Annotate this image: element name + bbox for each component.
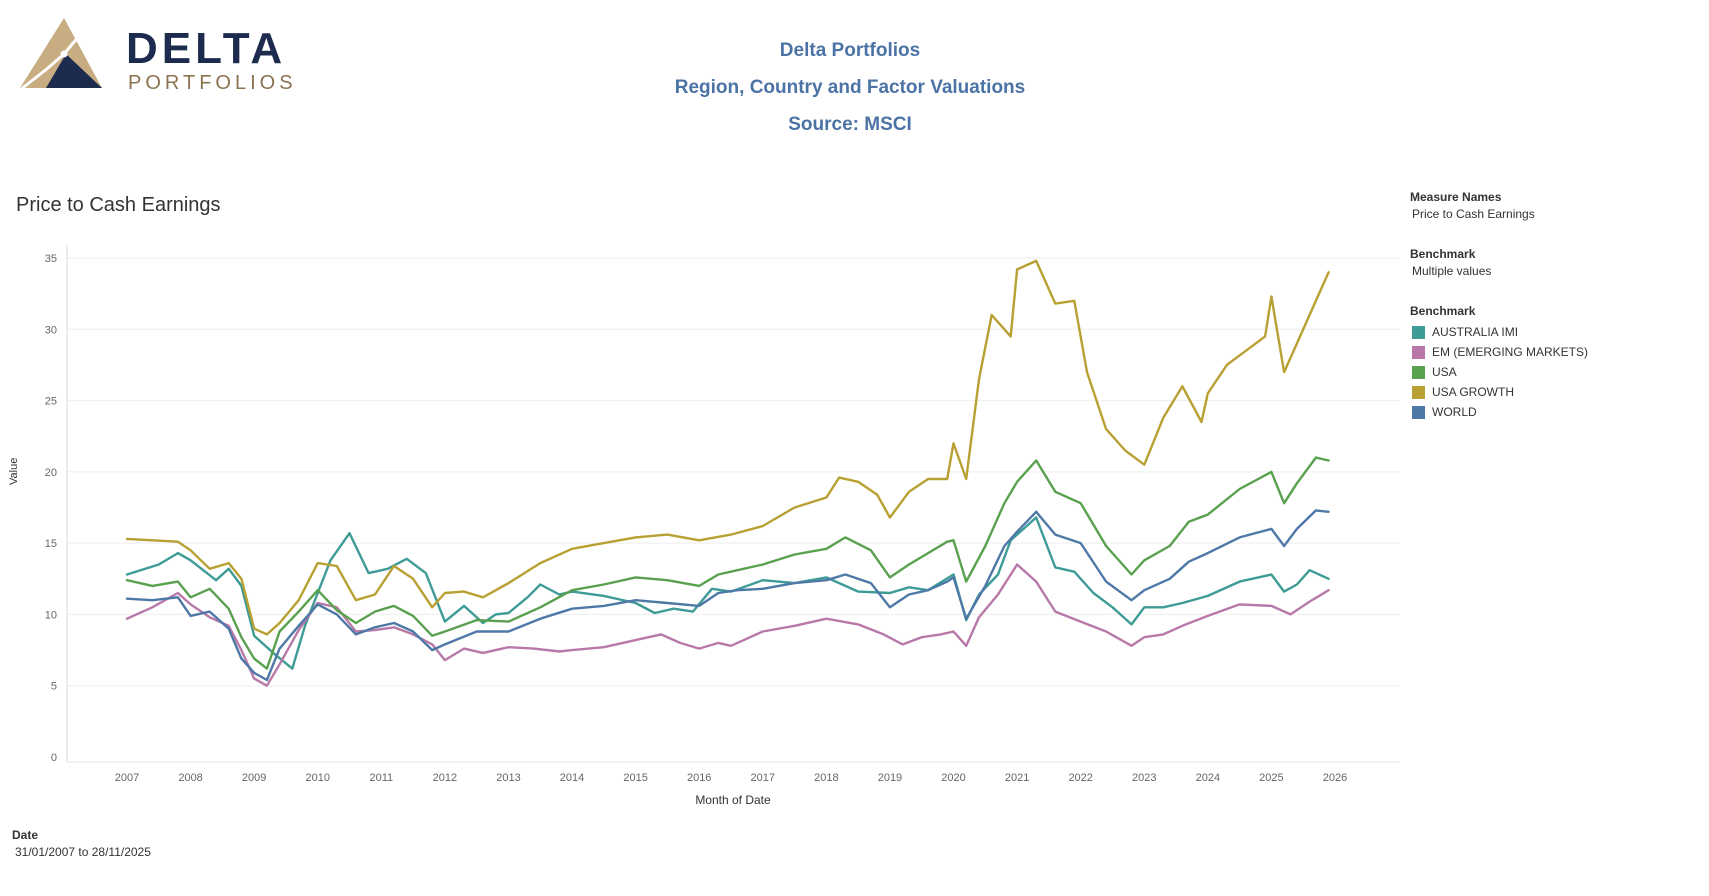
legend-item[interactable]: EM (EMERGING MARKETS)	[1412, 342, 1588, 362]
x-tick-label: 2007	[115, 772, 139, 784]
x-tick-label: 2021	[1005, 772, 1029, 784]
y-tick-label: 10	[45, 609, 57, 621]
measure-names-label: Measure Names	[1410, 190, 1502, 204]
series-line-usa-growth[interactable]	[125, 259, 1330, 636]
date-filter-label: Date	[12, 828, 39, 842]
date-filter-card[interactable]: Date 31/01/2007 to 28/11/2025	[12, 828, 151, 859]
legend-item-label: WORLD	[1432, 405, 1477, 419]
x-tick-label: 2022	[1068, 772, 1092, 784]
legend-item[interactable]: USA GROWTH	[1412, 382, 1588, 402]
delta-logo: DELTA PORTFOLIOS	[18, 14, 308, 98]
measure-names-value: Price to Cash Earnings	[1412, 207, 1535, 221]
series-line-usa[interactable]	[125, 456, 1330, 670]
legend-item[interactable]: USA	[1412, 362, 1588, 382]
benchmark-filter-label: Benchmark	[1410, 247, 1476, 261]
logo-subtitle: PORTFOLIOS	[128, 72, 297, 94]
legend-panel: Measure Names Price to Cash Earnings Ben…	[1410, 190, 1588, 422]
y-tick-label: 30	[45, 324, 57, 336]
x-tick-label: 2008	[178, 772, 202, 784]
logo-wordmark: DELTA	[126, 24, 287, 73]
x-tick-label: 2012	[433, 772, 457, 784]
y-tick-label: 35	[45, 253, 57, 265]
legend-item[interactable]: AUSTRALIA IMI	[1412, 322, 1588, 342]
legend-swatch	[1412, 325, 1425, 339]
y-tick-label: 15	[45, 538, 57, 550]
series-line-world[interactable]	[125, 509, 1330, 682]
x-tick-label: 2019	[878, 772, 902, 784]
x-tick-label: 2014	[560, 772, 584, 784]
legend-swatch	[1412, 405, 1425, 419]
header-line-2: Region, Country and Factor Valuations	[674, 77, 1026, 98]
x-axis-title: Month of Date	[695, 793, 771, 807]
x-tick-label: 2017	[751, 772, 775, 784]
y-tick-label: 0	[51, 752, 57, 764]
y-tick-label: 25	[45, 396, 57, 408]
x-tick-label: 2018	[814, 772, 838, 784]
legend-swatch	[1412, 345, 1425, 359]
x-tick-label: 2024	[1196, 772, 1220, 784]
x-tick-label: 2013	[496, 772, 520, 784]
delta-triangle-icon	[19, 18, 102, 92]
legend-item[interactable]: WORLD	[1412, 402, 1588, 422]
header-line-3: Source: MSCI	[788, 114, 912, 135]
legend-item-label: USA	[1432, 365, 1457, 379]
x-tick-label: 2020	[941, 772, 965, 784]
x-tick-label: 2015	[623, 772, 647, 784]
legend-item-label: AUSTRALIA IMI	[1432, 325, 1519, 339]
x-tick-label: 2016	[687, 772, 711, 784]
x-tick-label: 2025	[1259, 772, 1283, 784]
chart-title: Price to Cash Earnings	[16, 194, 221, 216]
benchmark-filter-value[interactable]: Multiple values	[1412, 264, 1492, 278]
header-line-1: Delta Portfolios	[779, 40, 921, 61]
legend-swatch	[1412, 365, 1425, 379]
x-tick-label: 2023	[1132, 772, 1156, 784]
x-tick-label: 2010	[305, 772, 329, 784]
y-tick-label: 20	[45, 467, 57, 479]
y-tick-label: 5	[51, 681, 57, 693]
benchmark-color-legend: Benchmark AUSTRALIA IMI EM (EMERGING MARK…	[1410, 304, 1588, 422]
benchmark-color-label: Benchmark	[1410, 304, 1476, 318]
measure-names-card: Measure Names Price to Cash Earnings	[1410, 190, 1588, 221]
date-filter-value[interactable]: 31/01/2007 to 28/11/2025	[15, 845, 151, 859]
legend-item-label: USA GROWTH	[1432, 385, 1515, 399]
x-tick-label: 2026	[1323, 772, 1347, 784]
legend-item-label: EM (EMERGING MARKETS)	[1432, 345, 1589, 359]
series-line-em-emerging-markets[interactable]	[125, 563, 1330, 687]
legend-swatch	[1412, 385, 1425, 399]
x-tick-label: 2009	[242, 772, 266, 784]
benchmark-filter-card[interactable]: Benchmark Multiple values	[1410, 247, 1588, 278]
x-tick-label: 2011	[369, 772, 393, 784]
